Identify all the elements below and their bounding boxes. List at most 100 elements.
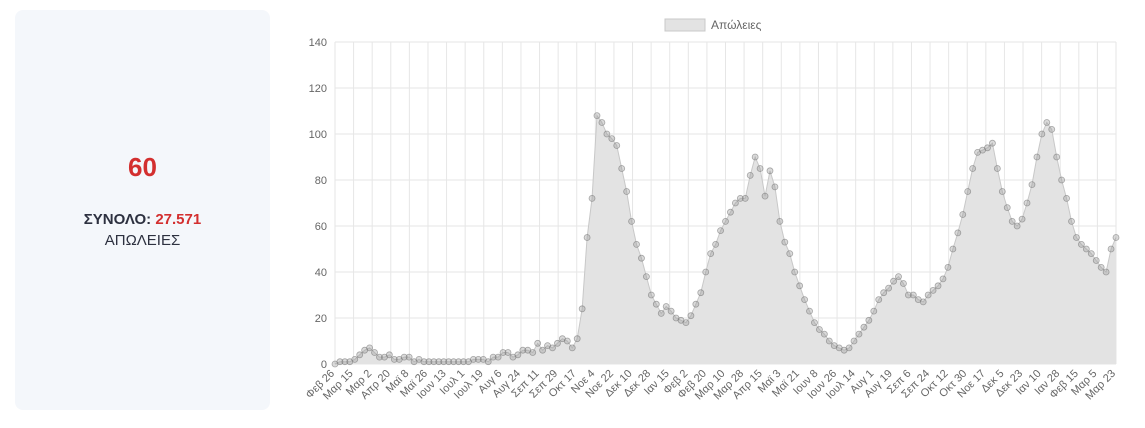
data-point <box>845 344 853 352</box>
data-point <box>895 273 902 281</box>
data-point <box>578 305 586 313</box>
data-point <box>519 346 527 354</box>
data-point <box>993 165 1001 172</box>
data-point <box>1053 153 1061 161</box>
data-point <box>529 349 537 356</box>
data-point <box>944 263 952 271</box>
data-point <box>865 316 873 324</box>
data-point <box>707 250 715 258</box>
data-point <box>371 349 378 356</box>
data-point <box>687 312 695 320</box>
data-point <box>1058 176 1066 184</box>
data-point <box>425 358 433 366</box>
data-point <box>643 273 650 281</box>
y-tick-label: 100 <box>309 129 327 141</box>
latest-value: 60 <box>128 151 157 182</box>
data-point <box>390 355 398 363</box>
data-point <box>504 349 512 356</box>
data-point <box>924 291 932 299</box>
data-point <box>662 303 670 310</box>
data-point <box>984 144 991 152</box>
data-point <box>647 291 655 299</box>
data-point <box>964 188 972 195</box>
data-point <box>736 194 744 202</box>
data-point <box>628 217 635 225</box>
y-tick-label: 40 <box>315 267 327 279</box>
data-point <box>954 229 962 237</box>
data-point <box>989 139 996 147</box>
data-point <box>638 254 645 262</box>
data-point <box>583 234 591 241</box>
data-point <box>909 291 917 299</box>
data-point <box>657 309 665 317</box>
data-point <box>554 339 561 347</box>
data-point <box>489 353 497 361</box>
data-point <box>445 358 453 366</box>
data-point <box>618 165 626 172</box>
data-point <box>697 289 705 297</box>
data-point <box>1028 181 1036 189</box>
data-point <box>474 355 482 363</box>
data-point <box>588 194 596 202</box>
data-point <box>450 358 458 366</box>
data-point <box>929 286 937 294</box>
data-point <box>1087 250 1095 258</box>
data-point <box>400 353 408 361</box>
data-point <box>435 358 443 366</box>
data-point <box>712 240 720 248</box>
data-point <box>904 291 912 299</box>
data-point <box>460 358 467 366</box>
data-point <box>969 165 977 172</box>
data-point <box>405 353 413 361</box>
data-point <box>568 344 576 352</box>
data-point <box>1048 126 1056 133</box>
data-point <box>351 355 359 363</box>
data-point <box>1082 245 1090 253</box>
data-point <box>761 192 769 200</box>
chart-container: 0 20 40 60 80 100 120 140 Φεβ 26 Μαρ 15 Μαρ 2 Απρ 2… <box>288 10 1133 420</box>
data-point <box>682 319 690 327</box>
data-point <box>1068 217 1075 225</box>
data-point <box>786 250 794 258</box>
data-point <box>756 165 764 172</box>
data-point <box>776 217 784 225</box>
data-point <box>890 277 897 285</box>
data-point <box>494 353 502 361</box>
data-point <box>870 307 878 315</box>
data-point <box>998 188 1006 195</box>
legend-label: Απώλειες <box>711 18 762 32</box>
data-point <box>534 339 542 347</box>
data-point <box>1043 119 1051 126</box>
data-point <box>771 183 779 191</box>
data-point <box>420 358 428 366</box>
data-point <box>484 358 492 366</box>
data-point <box>959 211 967 218</box>
data-point <box>1063 194 1070 202</box>
data-point <box>667 307 675 315</box>
data-point <box>341 358 349 366</box>
data-point <box>356 351 364 359</box>
data-point <box>1102 268 1110 276</box>
y-tick-label: 60 <box>315 221 327 233</box>
data-point <box>366 344 374 352</box>
y-tick-label: 80 <box>315 175 327 187</box>
y-tick-label: 140 <box>309 37 327 49</box>
total-line: ΣΥΝΟΛΟ: 27.571 <box>84 211 201 228</box>
data-point <box>806 307 813 315</box>
data-point <box>563 337 571 345</box>
data-point <box>1107 245 1115 253</box>
data-point <box>598 119 606 126</box>
total-value: 27.571 <box>155 210 202 228</box>
y-tick-label: 120 <box>309 83 327 95</box>
data-point <box>376 353 383 361</box>
data-point <box>549 344 556 352</box>
data-point <box>727 208 734 216</box>
data-point <box>336 358 344 366</box>
y-tick-label: 20 <box>315 313 327 325</box>
data-point <box>608 135 616 143</box>
data-point <box>801 296 808 304</box>
data-point <box>949 245 957 253</box>
data-point <box>1003 204 1011 212</box>
data-point <box>430 358 438 366</box>
